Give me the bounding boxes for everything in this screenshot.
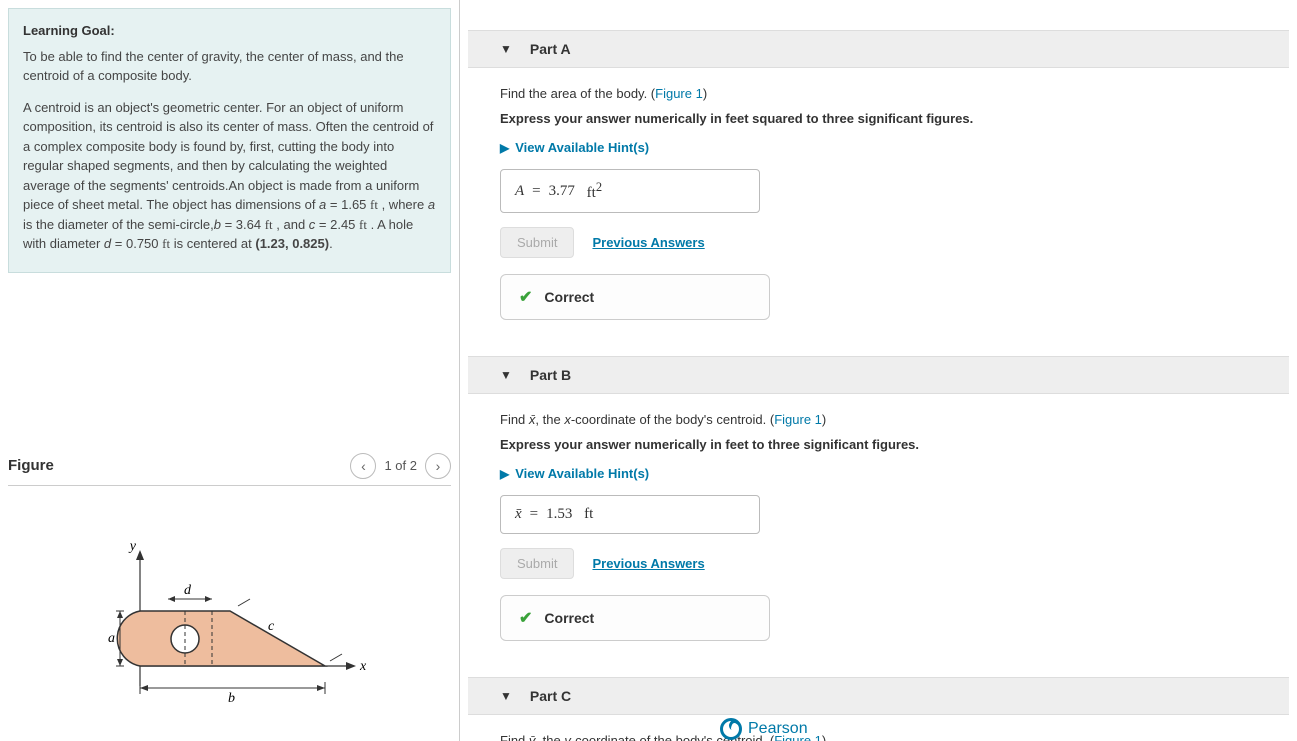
part-c-section: ▼ Part C Find ȳ, the y-coordinate of the… (468, 677, 1289, 741)
right-panel: ▼ Part A Find the area of the body. (Fig… (460, 0, 1297, 741)
feedback-text: Correct (544, 610, 594, 626)
part-a-section: ▼ Part A Find the area of the body. (Fig… (468, 30, 1289, 326)
part-a-button-row: Submit Previous Answers (500, 227, 1257, 258)
part-c-prompt: Find ȳ, the y-coordinate of the body's c… (500, 733, 1257, 741)
part-b-body: Find x̄, the x-coordinate of the body's … (468, 394, 1289, 647)
part-a-title: Part A (530, 41, 571, 57)
figure-canvas: y x a (8, 516, 451, 716)
part-b-feedback-box: ✔ Correct (500, 595, 770, 641)
dim-c-label: c (268, 619, 275, 634)
figure-link[interactable]: Figure 1 (774, 412, 822, 427)
previous-answers-link[interactable]: Previous Answers (592, 556, 704, 571)
part-c-body: Find ȳ, the y-coordinate of the body's c… (468, 715, 1289, 741)
previous-answers-link[interactable]: Previous Answers (592, 235, 704, 250)
caret-down-icon: ▼ (500, 368, 512, 382)
figure-section: Figure ‹ 1 of 2 › y x (8, 453, 451, 716)
feedback-text: Correct (544, 289, 594, 305)
check-icon: ✔ (519, 608, 532, 628)
part-a-instruction: Express your answer numerically in feet … (500, 111, 1257, 126)
body-shape (121, 611, 324, 666)
check-icon: ✔ (519, 287, 532, 307)
figure-title: Figure (8, 457, 54, 474)
left-panel: Learning Goal: To be able to find the ce… (0, 0, 460, 741)
hints-label: View Available Hint(s) (515, 466, 649, 481)
figure-link[interactable]: Figure 1 (655, 86, 703, 101)
brand-logo: Pearson (720, 718, 808, 740)
part-b-section: ▼ Part B Find x̄, the x-coordinate of th… (468, 356, 1289, 647)
caret-down-icon: ▼ (500, 689, 512, 703)
figure-svg: y x a (90, 536, 370, 716)
answer-value: 3.77 (549, 183, 575, 200)
part-b-prompt: Find x̄, the x-coordinate of the body's … (500, 412, 1257, 427)
part-a-body: Find the area of the body. (Figure 1) Ex… (468, 68, 1289, 326)
part-a-hints-toggle[interactable]: ▶ View Available Hint(s) (500, 140, 1257, 155)
part-b-button-row: Submit Previous Answers (500, 548, 1257, 579)
figure-next-button[interactable]: › (425, 453, 451, 479)
axis-y-label: y (127, 539, 136, 554)
part-a-answer-box: A = 3.77 ft2 (500, 169, 760, 213)
part-b-answer-box: x̄ = 1.53 ft (500, 495, 760, 534)
answer-var: x̄ (515, 506, 522, 523)
dim-b-label: b (228, 691, 235, 706)
dim-d-label: d (184, 583, 192, 598)
learning-goal-intro: To be able to find the center of gravity… (23, 48, 436, 86)
figure-pager-text: 1 of 2 (384, 458, 417, 473)
answer-var: A (515, 183, 524, 200)
pearson-icon (720, 718, 742, 740)
part-b-title: Part B (530, 367, 571, 383)
answer-unit: ft2 (587, 180, 602, 202)
learning-goal-body: A centroid is an object's geometric cent… (23, 98, 436, 254)
figure-header: Figure ‹ 1 of 2 › (8, 453, 451, 486)
caret-right-icon: ▶ (500, 467, 509, 481)
part-c-header[interactable]: ▼ Part C (468, 677, 1289, 715)
submit-button[interactable]: Submit (500, 227, 574, 258)
hints-label: View Available Hint(s) (515, 140, 649, 155)
answer-unit: ft (584, 506, 593, 523)
dim-a-label: a (108, 631, 115, 646)
part-c-title: Part C (530, 688, 571, 704)
part-a-prompt: Find the area of the body. (Figure 1) (500, 86, 1257, 101)
brand-text: Pearson (748, 720, 808, 738)
part-b-instruction: Express your answer numerically in feet … (500, 437, 1257, 452)
axis-x-label: x (359, 659, 367, 674)
caret-right-icon: ▶ (500, 141, 509, 155)
learning-goal-title: Learning Goal: (23, 23, 436, 38)
answer-value: 1.53 (546, 506, 572, 523)
learning-goal-box: Learning Goal: To be able to find the ce… (8, 8, 451, 273)
figure-prev-button[interactable]: ‹ (350, 453, 376, 479)
figure-pager: ‹ 1 of 2 › (350, 453, 451, 479)
caret-down-icon: ▼ (500, 42, 512, 56)
part-b-hints-toggle[interactable]: ▶ View Available Hint(s) (500, 466, 1257, 481)
part-a-feedback-box: ✔ Correct (500, 274, 770, 320)
part-a-header[interactable]: ▼ Part A (468, 30, 1289, 68)
submit-button[interactable]: Submit (500, 548, 574, 579)
part-b-header[interactable]: ▼ Part B (468, 356, 1289, 394)
